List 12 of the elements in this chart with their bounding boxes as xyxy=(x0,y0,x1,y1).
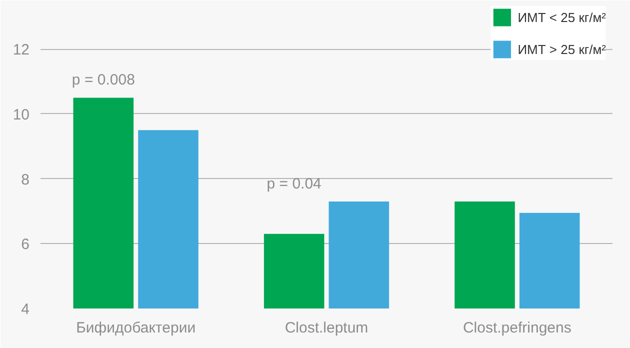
annotation: p = 0.04 xyxy=(266,175,322,192)
legend-label: ИМТ > 25 кг/м² xyxy=(518,42,606,56)
y-tick-label: 4 xyxy=(21,301,30,318)
y-tick-label: 10 xyxy=(12,106,30,124)
y-tick-label: 6 xyxy=(21,236,30,254)
y-tick-label: 8 xyxy=(21,171,30,188)
legend-label: ИМТ < 25 кг/м² xyxy=(518,10,606,24)
annotation: p = 0.008 xyxy=(72,72,135,89)
y-tick-label: 12 xyxy=(12,42,30,59)
x-tick-label: Clost.leptum xyxy=(284,320,368,336)
x-tick-label: Clost.pefringens xyxy=(462,320,572,336)
x-tick-label: Бифидобактерии xyxy=(76,320,196,336)
